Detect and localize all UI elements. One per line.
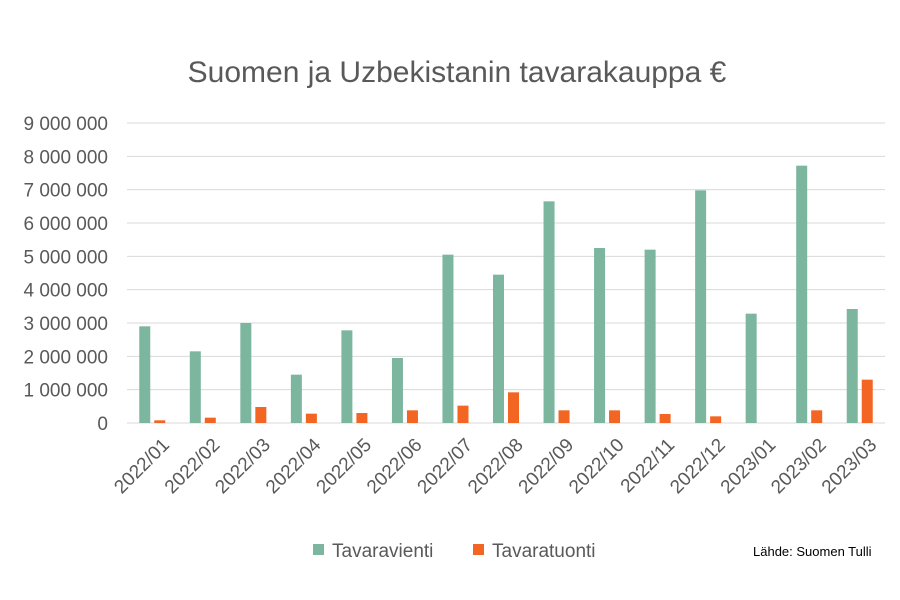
bar-import-2022-04 <box>305 413 317 423</box>
x-tick-label: 2023/01 <box>717 435 780 498</box>
bar-import-2022-05 <box>356 413 368 423</box>
y-tick-label: 0 <box>97 414 108 435</box>
y-tick-label: 7 000 000 <box>23 181 108 202</box>
bar-import-2022-01 <box>154 420 166 423</box>
x-tick-label: 2022/05 <box>313 435 376 498</box>
y-axis: 0 1 000 000 2 000 000 3 000 000 4 000 000 5 0… <box>23 114 108 435</box>
bar-export-2022-02 <box>189 351 201 423</box>
x-tick-label: 2022/08 <box>464 435 527 498</box>
bar-export-2023-03 <box>846 309 858 423</box>
bar-import-2023-02 <box>811 410 823 423</box>
bar-import-2022-09 <box>558 410 570 423</box>
bar-import-2022-11 <box>659 414 671 423</box>
bar-export-2022-12 <box>695 190 707 423</box>
x-tick-label: 2022/02 <box>161 435 224 498</box>
x-tick-label: 2022/06 <box>363 435 426 498</box>
bar-import-2022-07 <box>457 405 469 423</box>
y-tick-label: 3 000 000 <box>23 314 108 335</box>
bars <box>139 165 873 423</box>
x-tick-label: 2022/03 <box>211 435 274 498</box>
y-tick-label: 4 000 000 <box>23 281 108 302</box>
y-tick-label: 5 000 000 <box>23 247 108 268</box>
y-tick-label: 6 000 000 <box>23 214 108 235</box>
bar-export-2022-08 <box>493 274 504 423</box>
bar-export-2022-10 <box>594 248 606 423</box>
x-tick-label: 2022/12 <box>666 435 729 498</box>
x-tick-label: 2022/10 <box>565 435 628 498</box>
bar-import-2022-12 <box>710 416 722 423</box>
bar-export-2022-09 <box>543 201 555 423</box>
y-tick-label: 9 000 000 <box>23 114 108 135</box>
x-tick-label: 2022/07 <box>414 435 477 498</box>
bar-import-2022-03 <box>255 407 267 423</box>
source-note: Lähde: Suomen Tulli <box>753 544 872 559</box>
bar-import-2023-03 <box>861 379 873 423</box>
legend-swatch <box>473 544 484 555</box>
bar-import-2022-08 <box>508 392 519 423</box>
bar-import-2022-06 <box>406 410 418 423</box>
y-tick-label: 1 000 000 <box>23 381 108 402</box>
bar-export-2022-01 <box>139 326 151 423</box>
bar-export-2022-06 <box>391 358 403 423</box>
bar-export-2023-01 <box>745 313 757 423</box>
legend-swatch <box>313 544 324 555</box>
legend-label: Tavaratuonti <box>492 541 596 562</box>
bar-export-2023-02 <box>796 165 808 423</box>
legend: Tavaravienti Tavaratuonti <box>313 541 596 562</box>
x-tick-label: 2023/03 <box>818 435 881 498</box>
bar-export-2022-11 <box>644 249 656 423</box>
y-tick-label: 2 000 000 <box>23 347 108 368</box>
bar-export-2022-03 <box>240 323 252 423</box>
x-tick-label: 2022/01 <box>110 435 173 498</box>
bar-export-2022-05 <box>341 330 353 423</box>
x-axis: 2022/012022/022022/032022/042022/052022/… <box>110 434 881 498</box>
grid <box>127 122 885 424</box>
x-tick-label: 2023/02 <box>767 435 830 498</box>
bar-export-2022-07 <box>442 254 454 423</box>
bar-import-2022-02 <box>204 417 216 423</box>
legend-label: Tavaravienti <box>332 541 433 562</box>
chart-title: Suomen ja Uzbekistanin tavarakauppa € <box>188 56 727 89</box>
bar-import-2022-10 <box>609 410 621 423</box>
bar-export-2022-04 <box>290 374 302 423</box>
y-tick-label: 8 000 000 <box>23 147 108 168</box>
x-tick-label: 2022/04 <box>262 434 326 498</box>
x-tick-label: 2022/09 <box>515 435 578 498</box>
